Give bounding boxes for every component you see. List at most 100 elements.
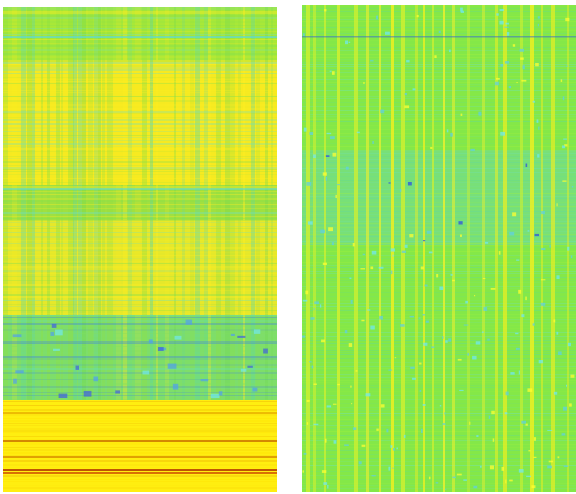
column-stripe: [401, 5, 405, 492]
row-stripe: [302, 98, 576, 99]
speck: [504, 412, 508, 415]
column-stripe: [225, 7, 230, 400]
row-stripe: [3, 346, 277, 347]
speck: [521, 79, 527, 82]
speck: [531, 485, 536, 489]
row-stripe: [302, 54, 576, 55]
row-stripe: [302, 27, 576, 28]
band: [3, 60, 277, 185]
row-stripe: [302, 374, 576, 375]
row-stripe: [302, 415, 576, 416]
speck: [452, 279, 455, 282]
row-stripe: [302, 465, 576, 466]
row-stripe: [3, 325, 277, 327]
row-stripe: [3, 108, 277, 110]
speck: [518, 370, 520, 375]
row-stripe: [302, 407, 576, 408]
row-stripe: [302, 133, 576, 134]
row-stripe: [302, 255, 576, 256]
speck: [399, 188, 402, 192]
row-stripe: [302, 350, 576, 351]
speck: [167, 363, 177, 369]
band: [3, 220, 277, 315]
row-stripe: [3, 263, 277, 264]
speck: [313, 423, 319, 426]
speck: [442, 423, 446, 425]
row-stripe: [302, 485, 576, 486]
column-stripe: [306, 5, 310, 492]
row-line: [3, 412, 277, 414]
speck: [442, 336, 444, 339]
row-stripe: [3, 337, 277, 339]
row-stripe: [3, 220, 277, 221]
speck: [571, 186, 574, 188]
column-stripe: [94, 7, 98, 400]
row-stripe: [3, 368, 277, 370]
speck: [509, 479, 513, 482]
row-stripe: [302, 296, 576, 297]
row-stripe: [302, 366, 576, 367]
speck: [403, 434, 406, 438]
row-stripe: [3, 15, 277, 17]
row-stripe: [302, 332, 576, 333]
column-stripe: [3, 7, 8, 400]
row-stripe: [3, 479, 277, 480]
row-stripe: [302, 267, 576, 268]
row-stripe: [3, 43, 277, 44]
row-stripe: [302, 19, 576, 20]
row-stripe: [302, 223, 576, 224]
row-stripe: [302, 391, 576, 392]
speck: [320, 229, 326, 234]
speck: [350, 299, 353, 304]
row-stripe: [302, 44, 576, 45]
row-stripe: [302, 245, 576, 246]
row-stripe: [3, 117, 277, 118]
speck: [362, 253, 366, 255]
speck: [426, 230, 432, 234]
row-stripe: [302, 11, 576, 12]
speck: [450, 132, 453, 137]
row-stripe: [302, 82, 576, 83]
speck: [492, 438, 495, 442]
speck: [434, 55, 437, 59]
row-stripe: [3, 191, 277, 192]
column-stripe: [88, 7, 93, 400]
row-stripe: [302, 156, 576, 157]
speck: [487, 338, 490, 341]
speck: [327, 484, 329, 489]
speck: [430, 147, 433, 149]
row-stripe: [3, 443, 277, 445]
speck: [482, 277, 486, 280]
speck: [325, 438, 327, 443]
speck: [518, 469, 524, 473]
speck: [319, 304, 322, 308]
row-stripe: [3, 341, 277, 343]
row-stripe: [3, 90, 277, 91]
row-stripe: [302, 30, 576, 31]
row-stripe: [3, 243, 277, 244]
speck: [532, 100, 536, 103]
speck: [476, 435, 479, 437]
row-stripe: [302, 189, 576, 190]
speck: [438, 30, 441, 33]
row-stripe: [3, 372, 277, 374]
speck: [344, 330, 348, 334]
row-stripe: [302, 59, 576, 60]
row-stripe: [3, 79, 277, 80]
band: [302, 5, 576, 492]
speck: [525, 296, 527, 301]
row-stripe: [3, 13, 277, 14]
speck: [556, 203, 558, 207]
speck: [556, 275, 560, 280]
row-stripe: [3, 432, 277, 433]
speck: [563, 465, 569, 467]
row-line: [3, 456, 277, 458]
row-stripe: [302, 343, 576, 344]
speck: [218, 391, 223, 396]
speck: [563, 406, 567, 411]
speck: [325, 155, 330, 157]
row-stripe: [302, 428, 576, 429]
row-stripe: [3, 148, 277, 150]
speck: [475, 341, 481, 345]
